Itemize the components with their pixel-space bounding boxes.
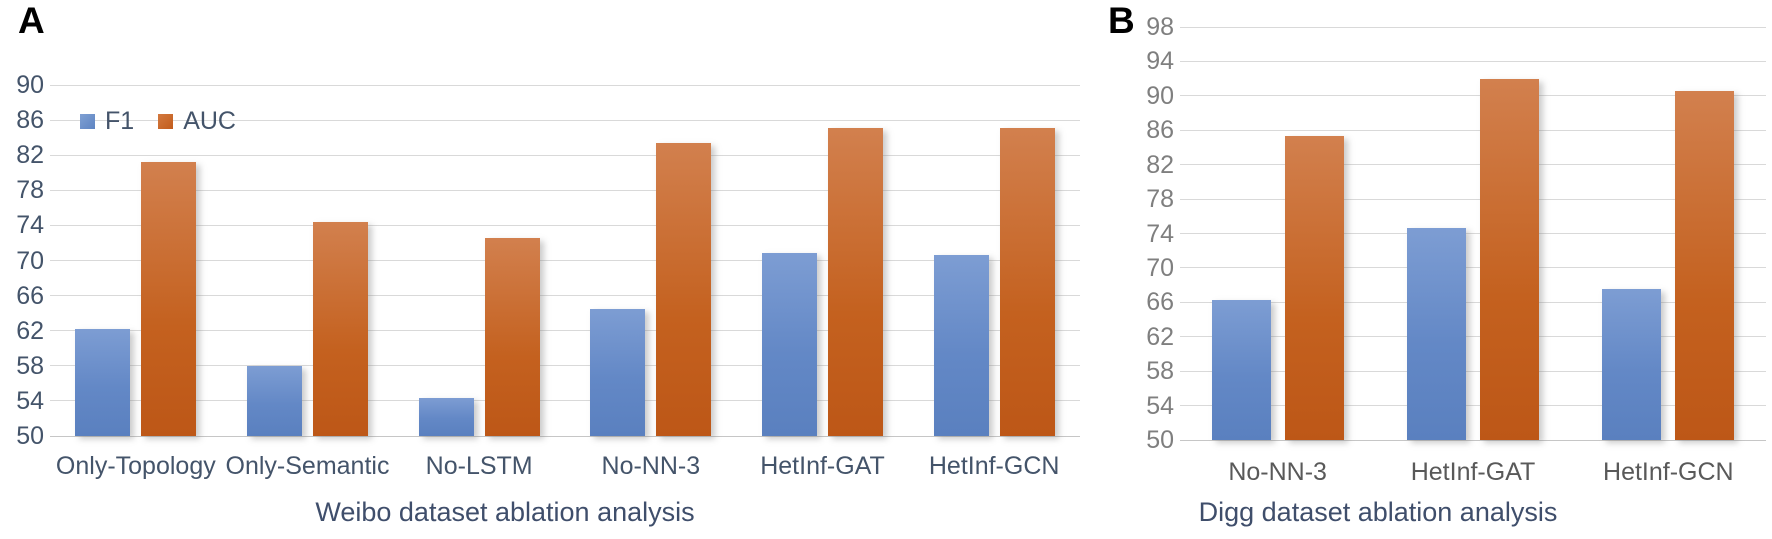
y-tick-label: 62 [16, 316, 44, 345]
y-tick-label: 66 [16, 281, 44, 310]
gridline [1180, 164, 1766, 166]
legend-f1-swatch-icon [80, 113, 95, 129]
category-label: Only-Semantic [225, 452, 390, 480]
auc-bar-only-semantic [313, 221, 368, 436]
gridline [1180, 233, 1766, 234]
category-label: HetInf-GAT [760, 452, 885, 480]
f1-bar-only-semantic [247, 365, 302, 436]
y-tick-label: 62 [1146, 322, 1174, 351]
gridline [50, 119, 1080, 121]
x-axis-line [50, 435, 1080, 437]
y-tick-label: 90 [16, 71, 44, 99]
panel-label-a: A [18, 0, 45, 41]
panel-label-b: B [1108, 0, 1135, 41]
gridline [1180, 370, 1766, 372]
f1-bar-no-nn-3 [590, 308, 646, 436]
gridline [1180, 405, 1766, 407]
gridline [50, 84, 1080, 86]
gridline [1180, 95, 1766, 97]
panel-weibo-chart: A F1 AUC 90 86 82 78 74 70 66 62 58 54 50 Only-Topo… [16, 0, 1080, 527]
legend-auc-swatch-icon [158, 113, 174, 129]
category-label: No-NN-3 [601, 452, 701, 480]
y-tick-label: 50 [16, 422, 44, 450]
f1-bar-hetinf-gat [762, 252, 817, 436]
gridline [50, 260, 1080, 261]
y-tick-label: 74 [16, 211, 44, 240]
panel-digg-chart: B 98 94 90 86 82 78 74 70 66 62 58 54 50 No-NN-3 HetIn… [1090, 0, 1772, 539]
gridline [50, 224, 1080, 226]
gridline [1180, 129, 1766, 131]
weibo-axis-title: Weibo dataset ablation analysis [315, 497, 695, 527]
f1-bar-hetinf-gcn [933, 255, 989, 436]
legend-auc-label: AUC [183, 107, 236, 135]
category-label: No-LSTM [425, 452, 533, 480]
legend-f1-label: F1 [105, 107, 135, 135]
f1-bar-only-topology [75, 328, 131, 436]
y-tick-label: 78 [16, 176, 44, 205]
y-tick-label: 90 [1146, 81, 1174, 110]
y-tick-label: 74 [1146, 219, 1174, 248]
gridline [1180, 267, 1766, 269]
gridline [50, 295, 1080, 297]
gridline [1180, 60, 1766, 62]
gridline [50, 330, 1080, 332]
gridline [1180, 26, 1766, 28]
category-label: HetInf-GCN [928, 452, 1060, 480]
y-tick-label: 58 [1146, 357, 1174, 386]
y-tick-label: 86 [1146, 116, 1174, 145]
y-tick-label: 98 [1146, 13, 1174, 41]
y-tick-label: 66 [1146, 288, 1174, 317]
f1-bar-hetinf-gcn [1602, 288, 1662, 440]
f1-bar-no-nn-3 [1211, 299, 1271, 440]
auc-bar-hetinf-gcn [999, 127, 1055, 436]
x-axis-line [1180, 439, 1766, 441]
auc-bar-hetinf-gcn [1675, 90, 1735, 440]
category-label: HetInf-GCN [1603, 458, 1734, 486]
category-label: HetInf-GAT [1410, 458, 1536, 486]
gridline [1180, 336, 1766, 338]
y-tick-label: 86 [16, 106, 44, 135]
category-label: Only-Topology [55, 452, 216, 480]
y-tick-label: 70 [1146, 253, 1174, 282]
gridline [50, 154, 1080, 156]
y-tick-label: 54 [1146, 391, 1174, 420]
y-tick-label: 82 [16, 141, 44, 170]
auc-bar-only-topology [141, 162, 197, 436]
digg-axis-title: Digg dataset ablation analysis [1198, 497, 1558, 527]
gridline [50, 365, 1080, 367]
auc-bar-no-lstm [484, 237, 540, 436]
auc-bar-hetinf-gat [1480, 78, 1539, 440]
category-label: No-NN-3 [1228, 458, 1327, 486]
y-tick-label: 70 [16, 246, 44, 275]
legend: F1 AUC [80, 107, 250, 135]
gridline [1180, 198, 1766, 200]
y-tick-label: 58 [16, 351, 44, 380]
f1-bar-no-lstm [418, 398, 474, 436]
gridline [50, 400, 1080, 402]
gridline [50, 189, 1080, 191]
y-tick-label: 78 [1146, 185, 1174, 214]
gridline [1180, 301, 1766, 303]
y-tick-label: 82 [1146, 150, 1174, 179]
auc-bar-hetinf-gat [828, 127, 883, 436]
y-tick-label: 94 [1146, 47, 1174, 76]
y-tick-label: 54 [16, 386, 44, 415]
auc-bar-no-nn-3 [656, 142, 712, 436]
f1-bar-hetinf-gat [1407, 228, 1466, 440]
y-tick-label: 50 [1146, 426, 1174, 454]
auc-bar-no-nn-3 [1284, 136, 1344, 440]
